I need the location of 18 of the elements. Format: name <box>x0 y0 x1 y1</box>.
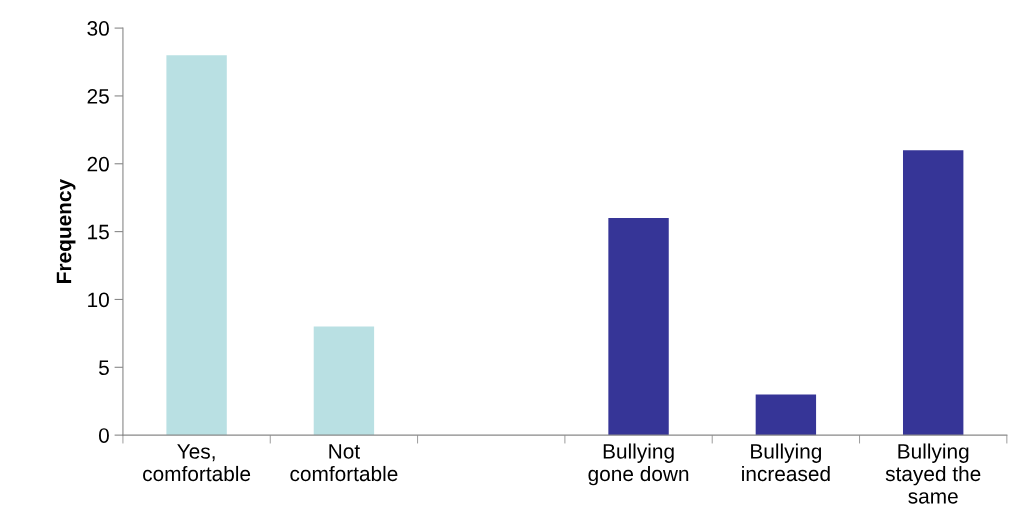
y-tick-label: 25 <box>87 88 109 104</box>
bar <box>313 326 375 436</box>
bar <box>166 55 227 436</box>
y-tick-label: 10 <box>88 292 109 308</box>
y-tick-label: 0 <box>98 428 109 443</box>
x-tick-label: Bullying stayed the same <box>885 443 981 504</box>
bar <box>903 150 964 436</box>
x-tick-label: Yes, comfortable <box>143 444 251 482</box>
x-tick-label: Not comfortable <box>290 444 398 482</box>
y-tick-label: 30 <box>87 21 109 36</box>
y-tick-label: 20 <box>87 156 109 172</box>
y-axis-title: Frequency <box>56 179 76 283</box>
bar <box>608 218 669 436</box>
y-tick-label: 15 <box>88 224 109 240</box>
bar <box>755 394 817 436</box>
x-tick-label: Bullying increased <box>742 443 830 482</box>
y-tick-label: 5 <box>98 360 109 376</box>
x-tick-label: Bullying gone down <box>588 443 689 486</box>
